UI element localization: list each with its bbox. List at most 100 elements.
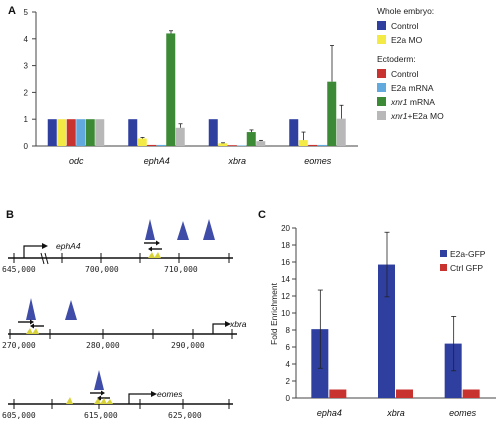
- bar: [289, 119, 299, 146]
- y-tick-label-c: 0: [286, 394, 291, 403]
- legend-item-label: xnr1 mRNA: [390, 97, 435, 107]
- legend-swatch: [377, 35, 386, 44]
- bar: [256, 141, 266, 146]
- bar: [156, 144, 166, 146]
- tss-arrow: [23, 245, 42, 258]
- y-tick-label-c: 20: [281, 224, 290, 233]
- y-tick-label-a: 4: [24, 35, 29, 44]
- bar: [237, 145, 247, 146]
- bar: [166, 33, 176, 146]
- legend-swatch: [377, 83, 386, 92]
- bar: [396, 389, 413, 398]
- panel-label-c: C: [258, 209, 266, 221]
- bar: [128, 119, 138, 146]
- y-tick-label-c: 4: [286, 360, 291, 369]
- legend-swatch: [377, 69, 386, 78]
- y-tick-label-c: 12: [281, 292, 290, 301]
- category-label-a: xbra: [227, 156, 246, 166]
- track-xbra: xbra 270,000 280,000 290,000: [2, 298, 247, 350]
- y-axis-label-c: Fold Enrichment: [269, 282, 279, 345]
- bar: [175, 127, 185, 146]
- legend-group-title: Ectoderm:: [377, 54, 416, 64]
- binding-peak: [94, 370, 104, 390]
- category-label-a: odc: [69, 156, 84, 166]
- binding-peak: [26, 298, 36, 320]
- legend-item-label: xnr1+E2a MO: [390, 111, 444, 121]
- bar: [227, 145, 237, 146]
- binding-peak: [203, 219, 215, 240]
- y-tick-label-c: 8: [286, 326, 291, 335]
- coord-label: 700,000: [85, 265, 119, 274]
- bar: [137, 138, 147, 146]
- legend-swatch: [377, 21, 386, 30]
- tss-arrow: [212, 323, 225, 334]
- coord-label: 270,000: [2, 341, 36, 350]
- fold-enrichment-chart: Fold Enrichment 0 2 4 6 8 10 12 14 16 18 20 epha4 x…: [269, 224, 496, 418]
- category-label-a: eomes: [304, 156, 332, 166]
- y-tick-label-c: 6: [286, 343, 291, 352]
- coord-label: 615,000: [84, 411, 118, 420]
- bar: [147, 144, 157, 146]
- coord-label: 280,000: [86, 341, 120, 350]
- bar: [327, 81, 337, 146]
- y-tick-label-a: 0: [24, 142, 29, 151]
- bar: [66, 119, 76, 146]
- category-label-c: eomes: [449, 408, 477, 418]
- coord-label: 290,000: [171, 341, 205, 350]
- y-tick-label-c: 14: [281, 275, 290, 284]
- track-eomes: eomes 605,000 615,000 625,000: [2, 370, 233, 420]
- binding-peak: [65, 300, 77, 320]
- category-label-c: xbra: [386, 408, 405, 418]
- panel-label-b: B: [6, 209, 14, 221]
- category-label-c: epha4: [317, 408, 342, 418]
- bar: [208, 119, 218, 146]
- panel-label-a: A: [8, 5, 16, 17]
- bar: [47, 119, 57, 146]
- bar: [298, 140, 308, 146]
- bar: [246, 132, 256, 146]
- y-tick-label-c: 18: [281, 241, 290, 250]
- y-tick-label-a: 2: [24, 88, 29, 97]
- legend-c: E2a-GFP Ctrl GFP: [440, 249, 486, 273]
- bar: [378, 264, 395, 398]
- category-label-a: ephA4: [144, 156, 170, 166]
- coord-label: 605,000: [2, 411, 36, 420]
- bar: [462, 389, 480, 398]
- gene-label-epha4: ephA4: [56, 241, 81, 251]
- gene-label-xbra: xbra: [229, 319, 247, 329]
- y-tick-label-a: 3: [24, 62, 29, 71]
- coord-label: 625,000: [168, 411, 202, 420]
- legend-group-title: Whole embryo:: [377, 6, 434, 16]
- bar: [76, 119, 86, 146]
- legend-swatch: [440, 250, 447, 257]
- binding-peak: [145, 219, 155, 240]
- bar: [57, 119, 67, 146]
- bar: [308, 144, 318, 146]
- binding-peak: [177, 221, 189, 240]
- expression-bar-chart: 0 1 2 3 4 5 odc ephA4 xbra eomes: [24, 8, 358, 166]
- legend-a: Whole embryo: Control E2a MO Ectoderm: Contr…: [377, 6, 444, 121]
- legend-swatch: [377, 97, 386, 106]
- tss-arrow: [128, 393, 151, 404]
- bar: [336, 118, 346, 146]
- legend-swatch: [440, 264, 447, 271]
- coord-label: 645,000: [2, 265, 36, 274]
- gene-label-eomes: eomes: [157, 389, 183, 399]
- genomic-locus-diagram: ephA4 645,000 700,000 710,000 xbra: [2, 219, 247, 420]
- y-tick-label-a: 1: [24, 115, 29, 124]
- coord-label: 710,000: [164, 265, 198, 274]
- bar: [311, 329, 329, 398]
- legend-item-label: Control: [391, 69, 419, 79]
- legend-item-label: E2a-GFP: [450, 249, 486, 259]
- legend-item-label: E2a mRNA: [391, 83, 434, 93]
- bar: [85, 119, 95, 146]
- y-tick-label-c: 16: [281, 258, 290, 267]
- bar: [329, 389, 347, 398]
- legend-item-label: Ctrl GFP: [450, 263, 483, 273]
- bar: [95, 119, 105, 146]
- bar: [317, 144, 327, 146]
- legend-item-label: E2a MO: [391, 35, 423, 45]
- y-tick-label-a: 5: [24, 8, 29, 17]
- legend-swatch: [377, 111, 386, 120]
